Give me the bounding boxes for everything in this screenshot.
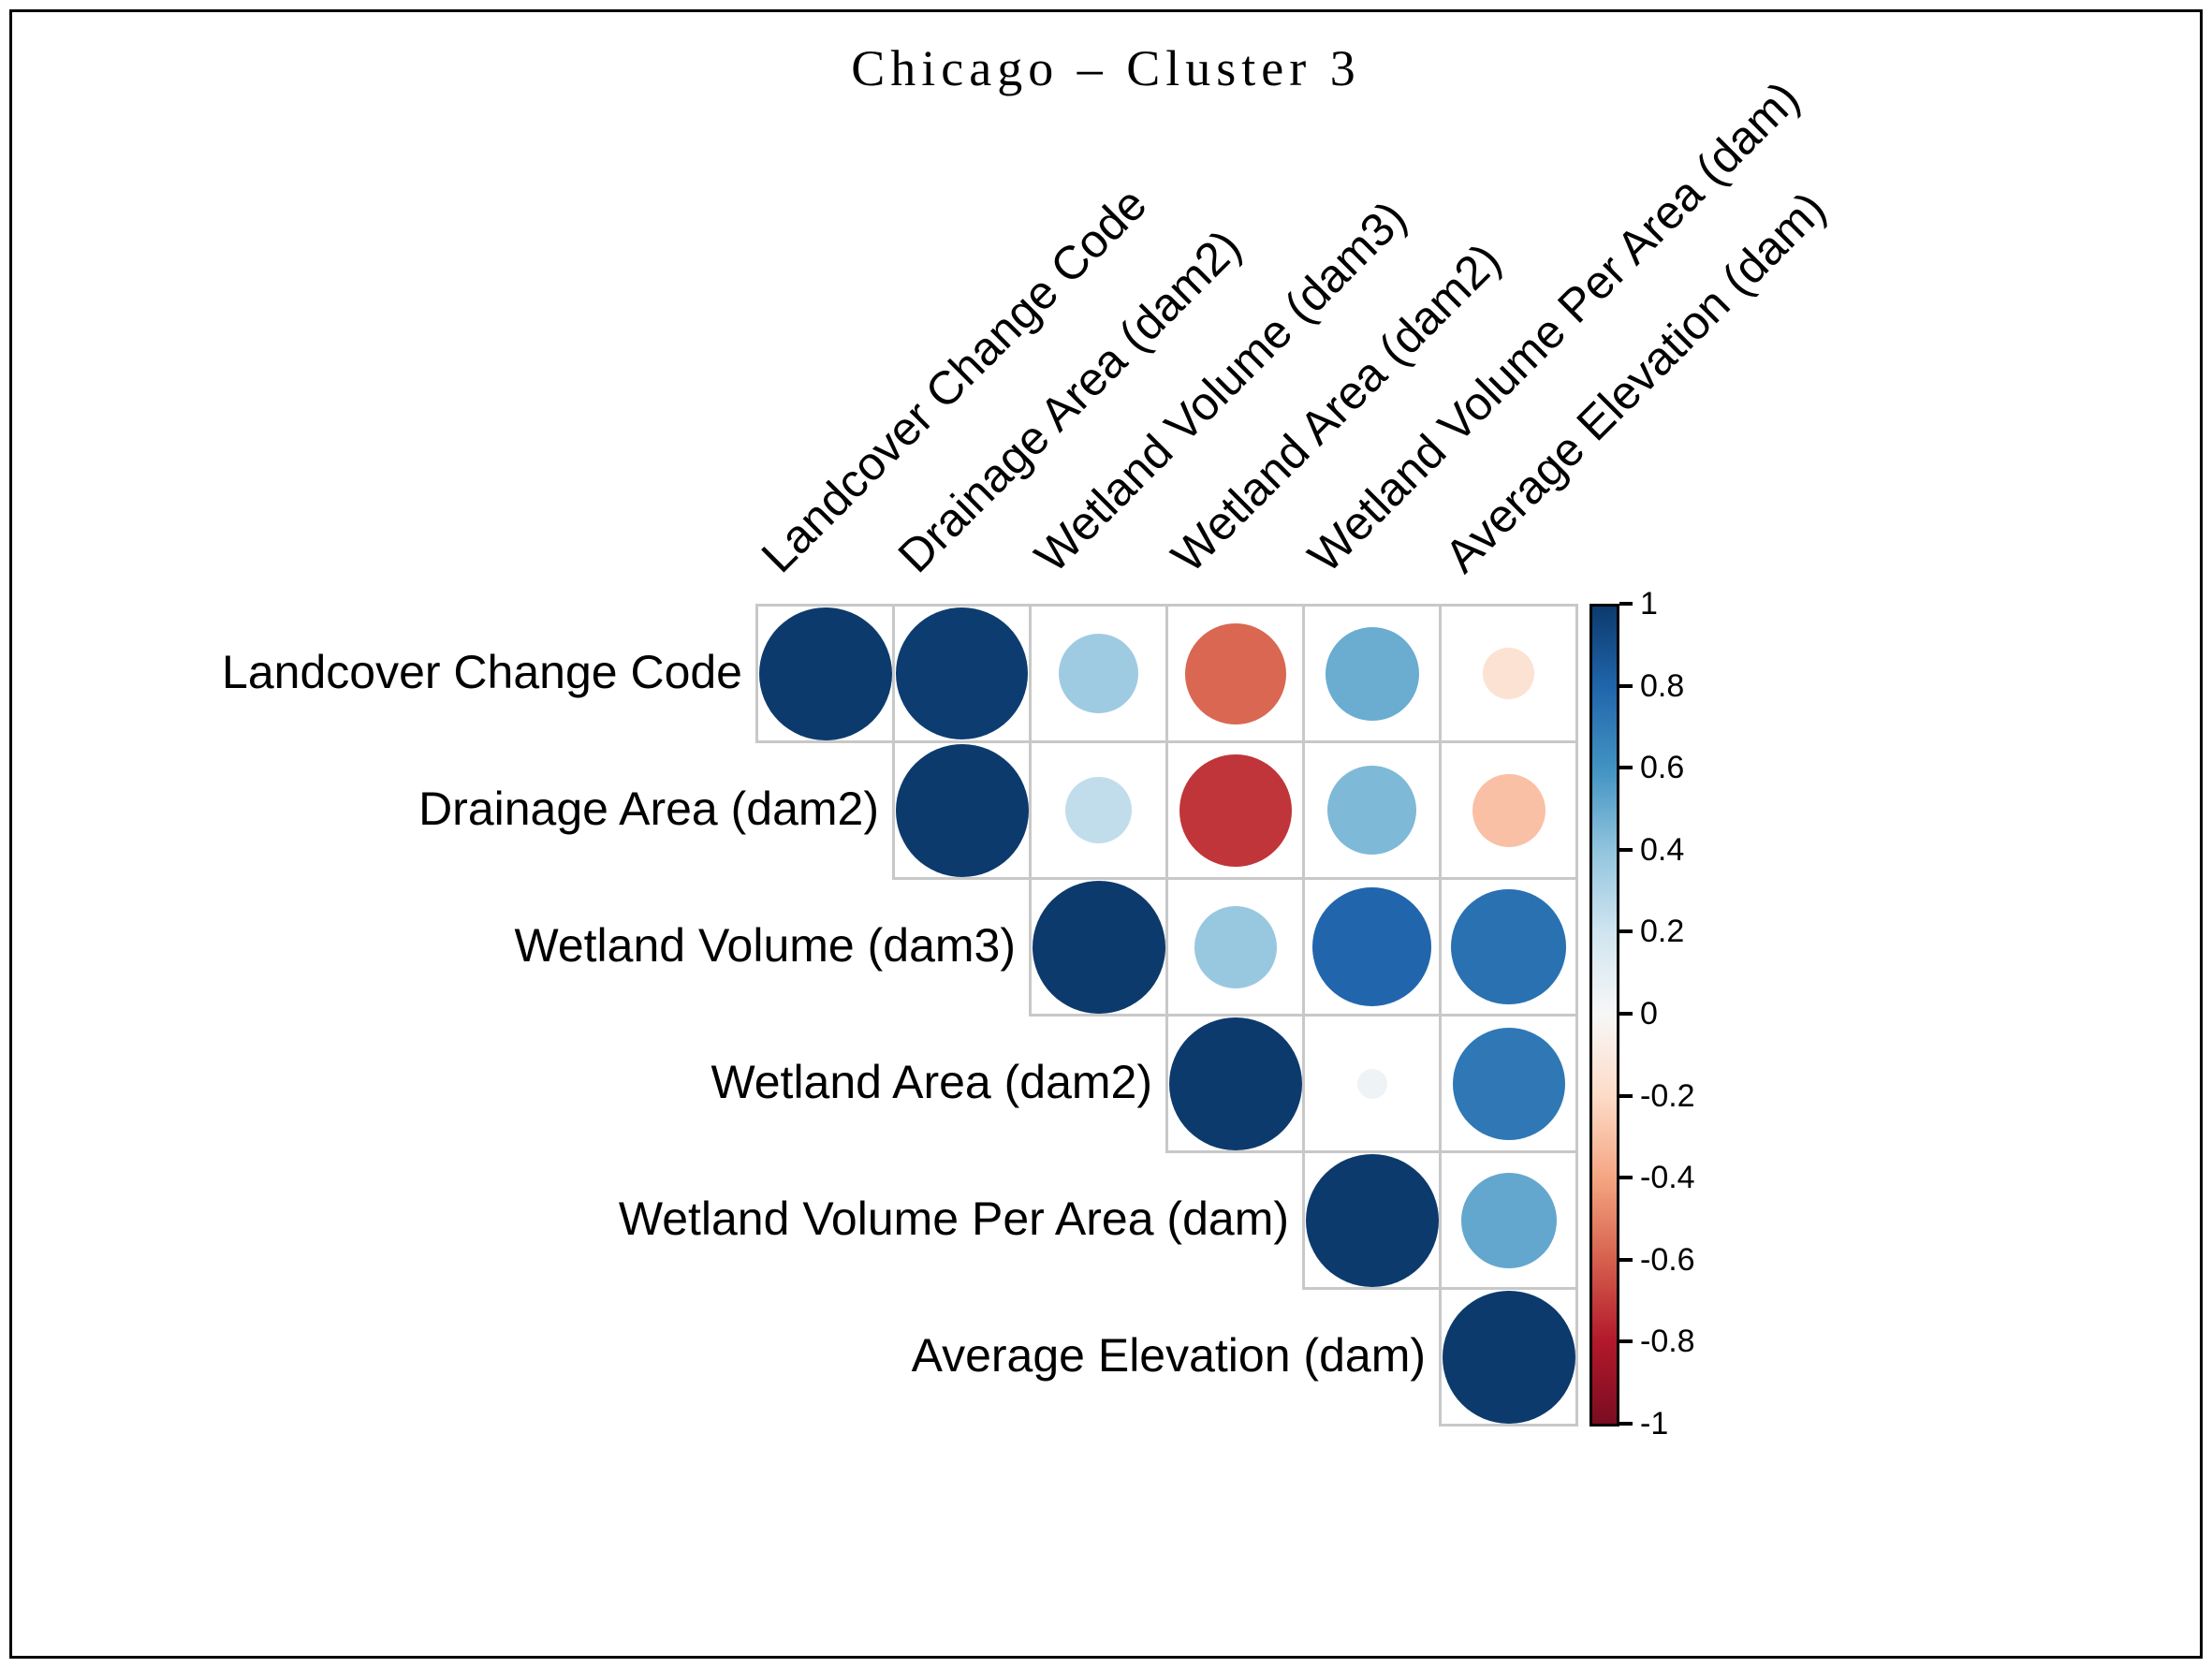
corr-cell-r3-c3 xyxy=(1165,1014,1305,1153)
corr-circle xyxy=(1305,1153,1439,1287)
corr-circle xyxy=(1451,889,1566,1004)
corr-cell-r4-c5 xyxy=(1439,1150,1578,1290)
corr-cell-r4-c4 xyxy=(1302,1150,1442,1290)
colorbar-tick-label: -0.6 xyxy=(1640,1241,1695,1278)
chart-title: Chicago – Cluster 3 xyxy=(851,40,1361,96)
corr-cell-r0-c3 xyxy=(1165,604,1305,743)
corr-cell-r1-c5 xyxy=(1439,740,1578,880)
colorbar xyxy=(1589,604,1619,1427)
corr-circle xyxy=(758,607,892,740)
colorbar-tick-label: 0 xyxy=(1640,996,1658,1032)
corr-circle xyxy=(1065,777,1132,843)
row-label-1: Drainage Area (dam2) xyxy=(418,783,879,835)
colorbar-tick-label: -0.8 xyxy=(1640,1324,1695,1360)
colorbar-tick-label: -0.2 xyxy=(1640,1077,1695,1114)
colorbar-tick-label: 1 xyxy=(1640,586,1658,622)
colorbar-tick xyxy=(1619,1339,1633,1344)
corr-cell-r5-c5 xyxy=(1439,1287,1578,1427)
corr-cell-r3-c5 xyxy=(1439,1014,1578,1153)
corr-circle xyxy=(1168,1017,1302,1150)
corr-circle xyxy=(1179,754,1292,867)
corr-cell-r0-c5 xyxy=(1439,604,1578,743)
corr-circle xyxy=(1327,766,1416,855)
colorbar-tick-label: 0.6 xyxy=(1640,750,1685,786)
colorbar-tick xyxy=(1619,766,1633,770)
corr-circle xyxy=(1483,648,1534,699)
row-label-2: Wetland Volume (dam3) xyxy=(514,919,1016,972)
row-label-4: Wetland Volume Per Area (dam) xyxy=(618,1192,1289,1245)
colorbar-tick-label: 0.4 xyxy=(1640,831,1685,868)
colorbar-tick xyxy=(1619,683,1633,688)
corr-circle xyxy=(895,743,1029,877)
colorbar-tick xyxy=(1619,1422,1633,1426)
corr-cell-r0-c2 xyxy=(1029,604,1168,743)
colorbar-tick xyxy=(1619,602,1633,606)
colorbar-tick xyxy=(1619,1257,1633,1262)
corr-circle xyxy=(896,607,1028,739)
row-label-5: Average Elevation (dam) xyxy=(911,1329,1426,1382)
row-label-3: Wetland Area (dam2) xyxy=(710,1056,1152,1108)
colorbar-tick xyxy=(1619,1093,1633,1098)
corr-circle xyxy=(1032,880,1165,1014)
corr-circle xyxy=(1184,622,1286,724)
corr-circle xyxy=(1472,773,1545,847)
corr-circle xyxy=(1325,626,1419,721)
corr-circle xyxy=(1460,1172,1557,1268)
corr-cell-r2-c2 xyxy=(1029,877,1168,1017)
corr-cell-r1-c2 xyxy=(1029,740,1168,880)
colorbar-tick-label: -1 xyxy=(1640,1406,1669,1441)
colorbar-tick-label: 0.8 xyxy=(1640,667,1685,704)
colorbar-tick xyxy=(1619,847,1633,852)
corr-cell-r1-c1 xyxy=(892,740,1032,880)
corr-cell-r0-c0 xyxy=(755,604,895,743)
corr-cell-r3-c4 xyxy=(1302,1014,1442,1153)
colorbar-tick xyxy=(1619,1012,1633,1016)
colorbar-tick xyxy=(1619,1176,1633,1180)
corr-circle xyxy=(1312,887,1431,1006)
corr-cell-r0-c4 xyxy=(1302,604,1442,743)
corr-circle xyxy=(1356,1068,1387,1099)
corr-cell-r2-c3 xyxy=(1165,877,1305,1017)
corr-cell-r1-c3 xyxy=(1165,740,1305,880)
corr-circle xyxy=(1059,634,1138,713)
colorbar-tick-label: 0.2 xyxy=(1640,914,1685,950)
row-label-0: Landcover Change Code xyxy=(222,646,742,698)
corr-cell-r2-c5 xyxy=(1439,877,1578,1017)
corr-cell-r1-c4 xyxy=(1302,740,1442,880)
corr-circle xyxy=(1452,1027,1565,1140)
colorbar-tick xyxy=(1619,929,1633,934)
corr-circle xyxy=(1194,905,1277,988)
corr-circle xyxy=(1442,1290,1575,1424)
colorbar-tick-label: -0.4 xyxy=(1640,1160,1695,1196)
corr-cell-r2-c4 xyxy=(1302,877,1442,1017)
corr-cell-r0-c1 xyxy=(892,604,1032,743)
